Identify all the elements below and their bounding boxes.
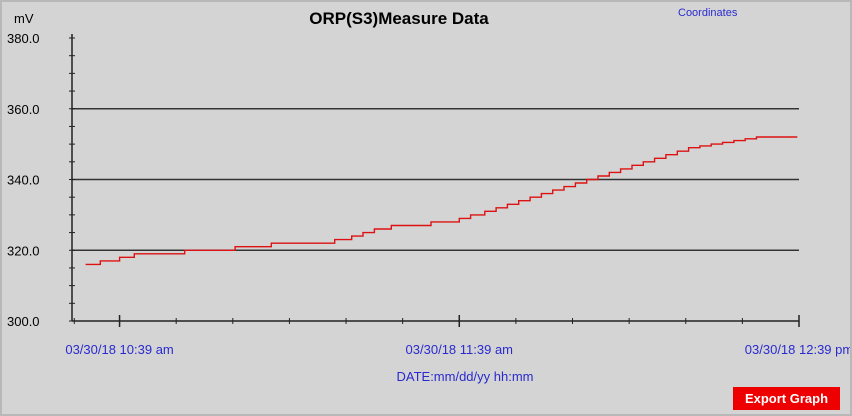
series-line xyxy=(85,136,798,266)
x-tick-labels: 03/30/18 10:39 am 03/30/18 11:39 am 03/30/… xyxy=(65,342,850,357)
y-tick-label: 380.0 xyxy=(7,31,40,46)
chart-title: ORP(S3)Measure Data xyxy=(309,9,489,28)
y-tick-label: 340.0 xyxy=(7,173,40,188)
x-tick-label: 03/30/18 10:39 am xyxy=(65,342,173,357)
series-layer xyxy=(85,136,798,266)
export-graph-button[interactable]: Export Graph xyxy=(733,387,840,410)
y-tick-label: 300.0 xyxy=(7,314,40,329)
x-axis-label: DATE:mm/dd/yy hh:mm xyxy=(396,369,533,384)
axes xyxy=(69,34,800,327)
y-tick-label: 320.0 xyxy=(7,243,40,258)
y-tick-label: 360.0 xyxy=(7,102,40,117)
x-tick-label: 03/30/18 11:39 am xyxy=(406,342,513,357)
y-tick-labels: 300.0 320.0 340.0 360.0 380.0 xyxy=(7,31,40,329)
grid-lines xyxy=(72,108,799,251)
x-tick-label: 03/30/18 12:39 pm xyxy=(745,342,850,357)
y-unit-label: mV xyxy=(14,11,34,26)
coordinates-link[interactable]: Coordinates xyxy=(678,7,738,19)
